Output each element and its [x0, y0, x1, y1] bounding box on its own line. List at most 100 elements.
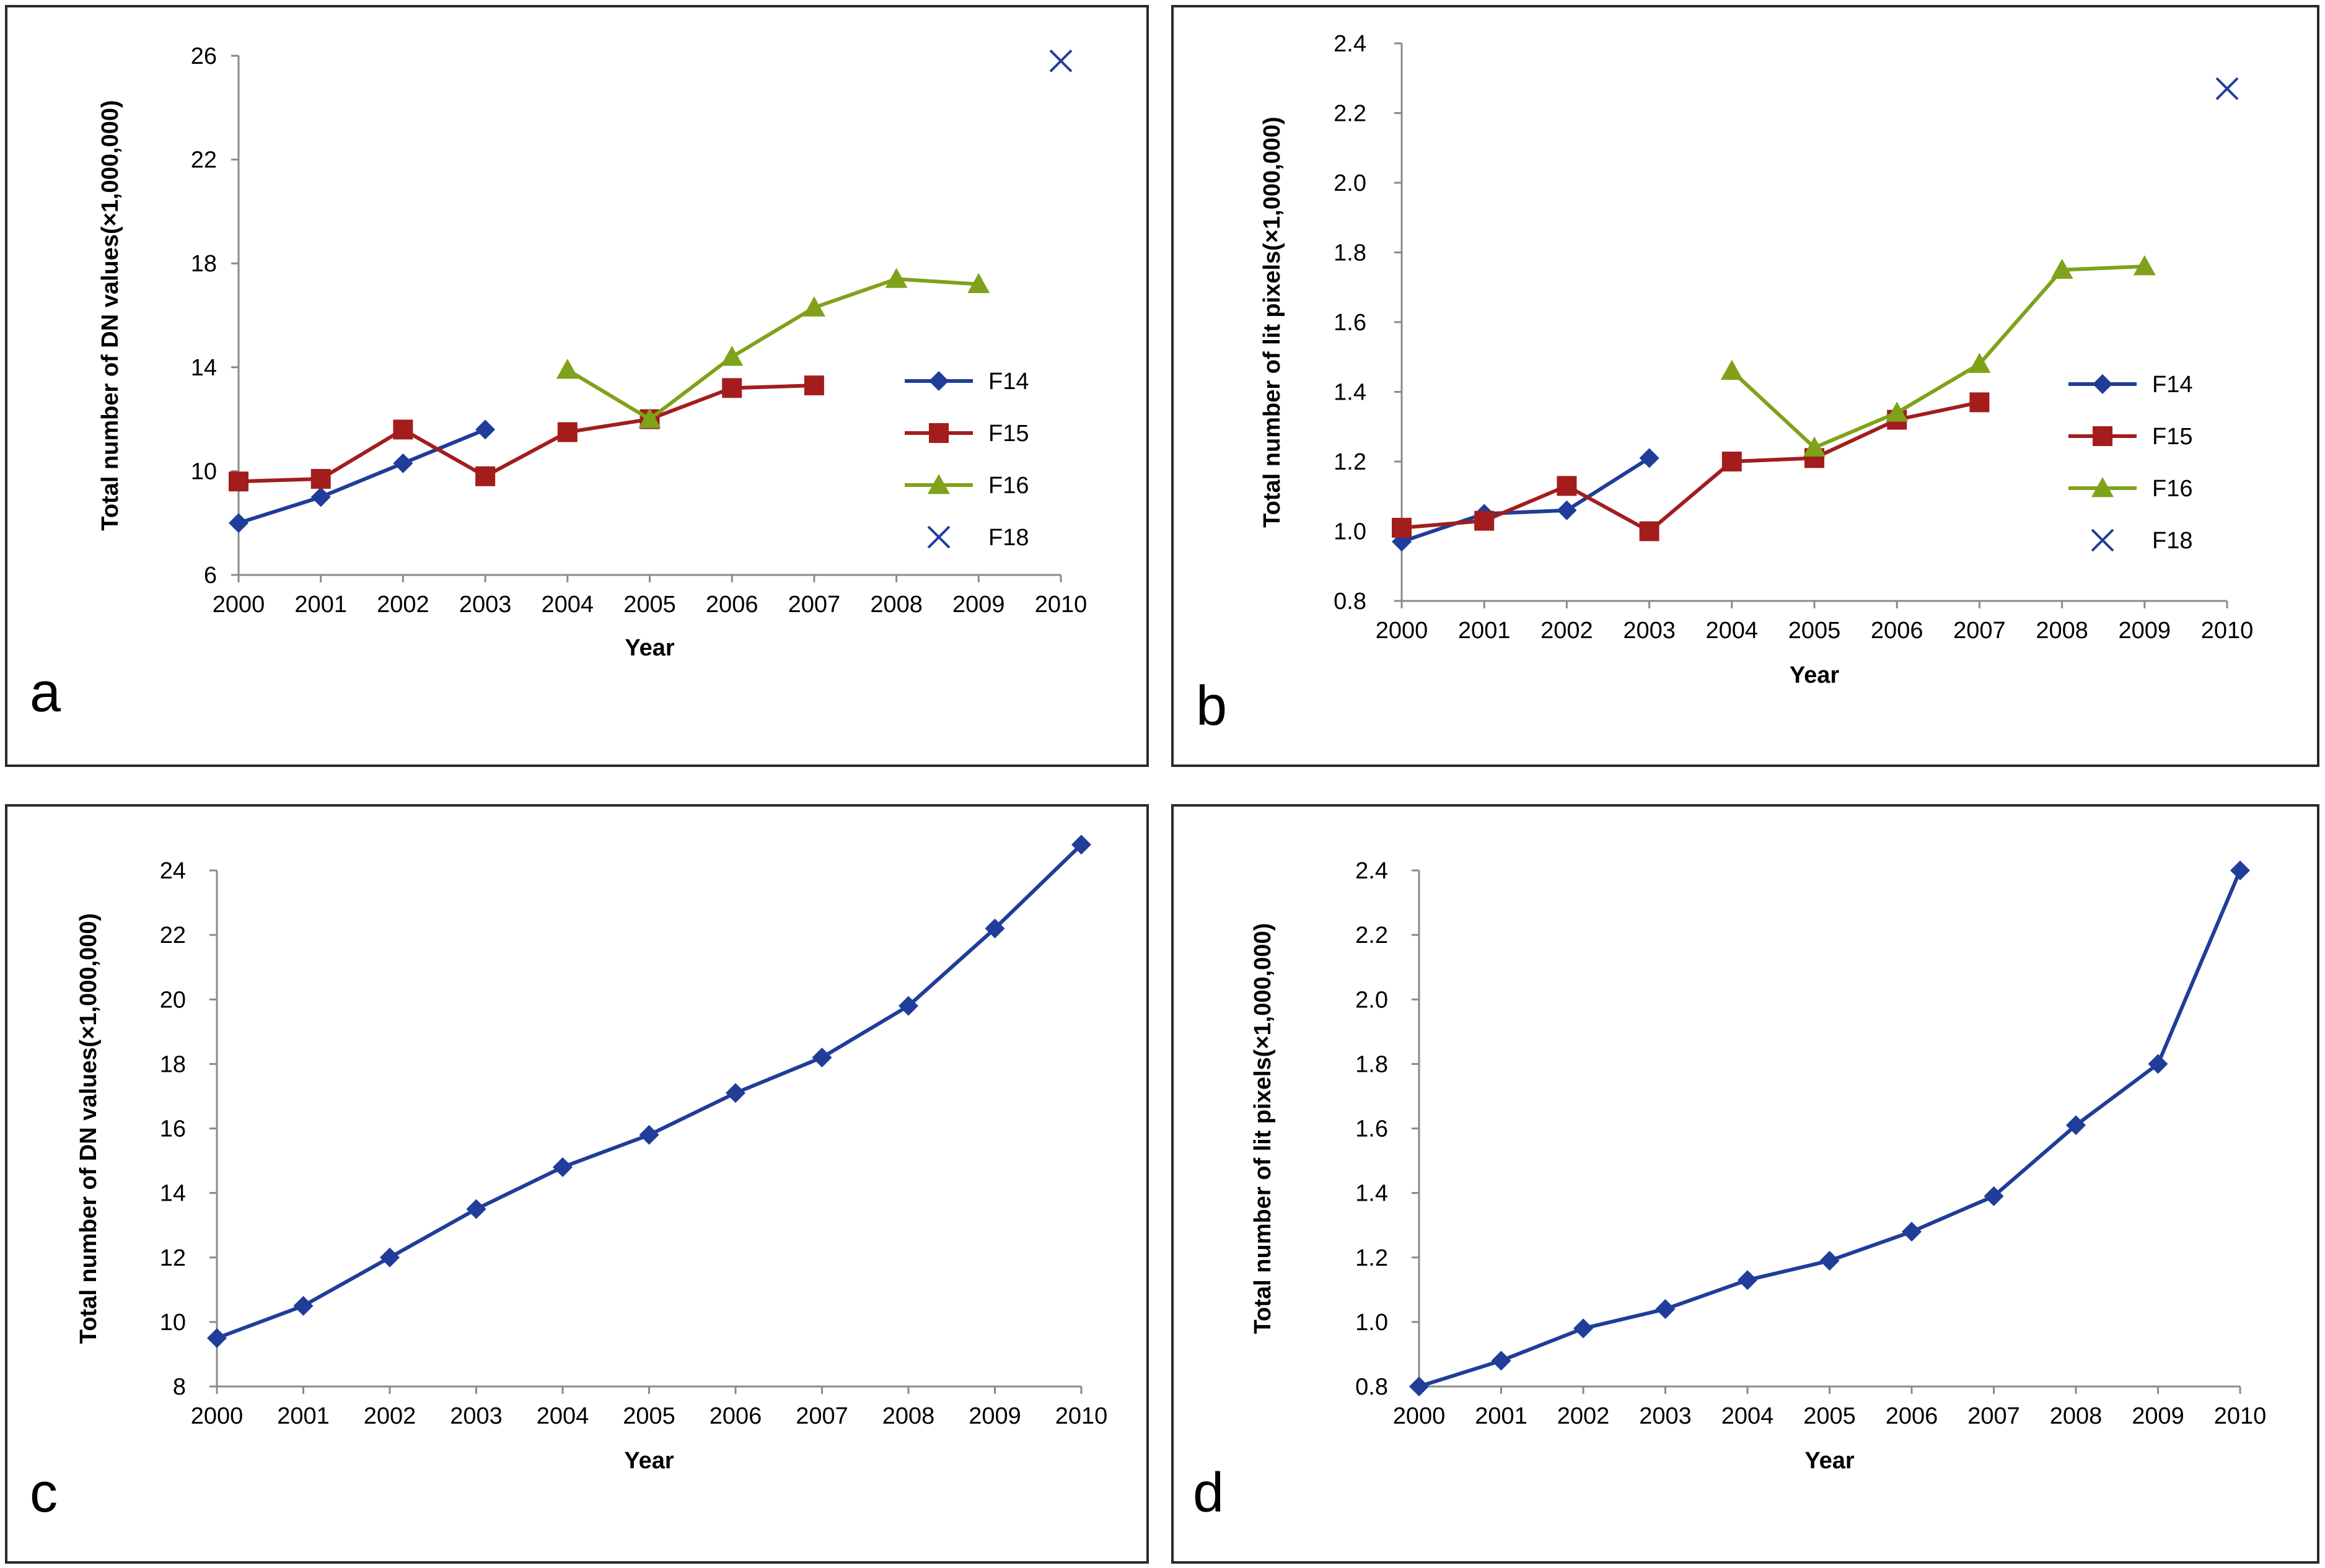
panel-b: 0.8 1.0 1.2 1.4 1.6 1.8 2.0 2.2 2.4 2000 2001 2002 2… — [1171, 5, 2319, 767]
data-point-total — [466, 1199, 486, 1219]
y-tick-label: 16 — [160, 1116, 186, 1142]
y-tick-label: 2.2 — [1355, 922, 1388, 948]
legend-label-f18: F18 — [2152, 528, 2192, 554]
data-point-f16 — [2133, 255, 2156, 276]
y-tick-label: 20 — [160, 987, 186, 1013]
y-tick-label: 10 — [191, 458, 217, 484]
x-tick-label: 2010 — [1055, 1403, 1108, 1429]
data-point-f15 — [1392, 517, 1412, 538]
x-tick-label: 2010 — [2201, 618, 2254, 644]
legend-marker-f16 — [2091, 477, 2114, 497]
legend-marker-f15 — [929, 423, 949, 443]
legend-marker-f14 — [929, 371, 949, 391]
x-axis-title: Year — [625, 635, 675, 661]
data-point-total — [639, 1124, 659, 1145]
data-point-f15 — [1969, 392, 1990, 413]
y-tick-label: 0.8 — [1355, 1374, 1388, 1400]
x-tick-label: 2007 — [796, 1403, 848, 1429]
x-tick-label: 2006 — [706, 592, 758, 618]
y-tick-label: 14 — [160, 1181, 186, 1207]
x-tick-label: 2005 — [623, 592, 676, 618]
x-tick-label: 2010 — [2214, 1403, 2267, 1429]
x-tick-label: 2009 — [2132, 1403, 2184, 1429]
x-tick-label: 2004 — [1706, 618, 1759, 644]
panel-c: 8 10 12 14 16 18 20 22 24 2000 2001 2002 2003 2004 200… — [5, 804, 1149, 1564]
data-point-total — [553, 1157, 573, 1177]
x-tick-label: 2002 — [1557, 1403, 1610, 1429]
data-point-f16 — [1720, 359, 1743, 380]
data-point-f14 — [310, 487, 331, 507]
y-tick-label: 1.8 — [1334, 240, 1366, 266]
x-tick-label: 2008 — [2036, 618, 2088, 644]
y-axis-title: Total number of DN values(×1,000,000) — [76, 913, 102, 1344]
x-tick-label: 2003 — [459, 592, 512, 618]
panel-letter: d — [1193, 1462, 1224, 1524]
data-point-f15 — [393, 419, 413, 440]
x-tick-label: 2001 — [1475, 1403, 1527, 1429]
data-point-total — [2230, 861, 2250, 880]
x-tick-label: 2000 — [191, 1403, 244, 1429]
y-tick-label: 1.0 — [1355, 1310, 1388, 1336]
y-tick-label: 18 — [191, 251, 217, 277]
x-tick-label: 2009 — [2119, 618, 2171, 644]
legend-marker-f18 — [927, 525, 951, 549]
series-line-f16 — [1730, 265, 2145, 450]
series-line-f14 — [238, 427, 486, 525]
data-point-f16 — [967, 273, 990, 294]
x-tick-label: 2004 — [1721, 1403, 1774, 1429]
data-point-total — [1902, 1222, 1922, 1242]
x-tick-label: 2003 — [450, 1403, 503, 1429]
panel-letter: c — [30, 1462, 58, 1524]
data-point-f15 — [804, 375, 824, 396]
data-point-f14 — [229, 513, 248, 533]
y-tick-label: 1.2 — [1355, 1245, 1388, 1271]
data-point-f16 — [1886, 401, 1909, 422]
data-point-total — [1409, 1377, 1429, 1396]
data-point-total — [726, 1083, 745, 1103]
x-tick-label: 2007 — [788, 592, 841, 618]
legend-marker-f15 — [2093, 426, 2112, 446]
x-tick-label: 2006 — [1886, 1403, 1938, 1429]
x-tick-label: 2004 — [542, 592, 594, 618]
x-tick-label: 2000 — [1393, 1403, 1446, 1429]
data-point-total — [2066, 1115, 2086, 1136]
data-point-f16 — [556, 358, 579, 379]
x-tick-label: 2005 — [623, 1403, 675, 1429]
y-tick-label: 1.2 — [1334, 449, 1366, 475]
data-point-f15 — [1721, 452, 1742, 471]
y-tick-label: 10 — [160, 1310, 186, 1336]
y-tick-label: 1.6 — [1355, 1116, 1388, 1142]
legend-label-f14: F14 — [2152, 372, 2192, 398]
legend-marker-f14 — [2093, 374, 2112, 394]
data-point-f15 — [557, 422, 578, 442]
x-tick-label: 2009 — [969, 1403, 1021, 1429]
series-line-f15 — [1401, 400, 1980, 533]
data-point-f16 — [721, 346, 744, 366]
data-point-total — [2148, 1054, 2168, 1074]
data-point-f18 — [2215, 77, 2239, 100]
panel-frame — [5, 5, 1149, 767]
data-point-total — [1573, 1318, 1593, 1339]
x-tick-label: 2008 — [870, 592, 923, 618]
data-point-total — [207, 1328, 227, 1348]
legend-label-f18: F18 — [988, 525, 1029, 551]
y-tick-label: 8 — [173, 1374, 186, 1400]
x-axis-title: Year — [624, 1448, 674, 1474]
x-tick-label: 2006 — [1871, 618, 1923, 644]
data-point-f16 — [802, 296, 825, 317]
x-tick-label: 2002 — [377, 592, 429, 618]
data-point-f14 — [1639, 448, 1659, 468]
y-tick-label: 1.8 — [1355, 1051, 1388, 1077]
y-axis-title: Total number of lit pixels(×1,000,000) — [1259, 116, 1285, 527]
data-point-total — [1819, 1250, 1840, 1271]
x-tick-label: 2000 — [1376, 618, 1428, 644]
x-tick-label: 2009 — [952, 592, 1005, 618]
legend-label-f15: F15 — [2152, 424, 2192, 450]
y-tick-label: 18 — [160, 1051, 186, 1077]
y-tick-label: 2.0 — [1355, 987, 1388, 1013]
legend: F14 F15 F16 F18 — [905, 369, 1029, 551]
data-point-f16 — [1968, 353, 1991, 373]
data-point-f15 — [1474, 510, 1495, 531]
x-tick-label: 2005 — [1788, 618, 1841, 644]
